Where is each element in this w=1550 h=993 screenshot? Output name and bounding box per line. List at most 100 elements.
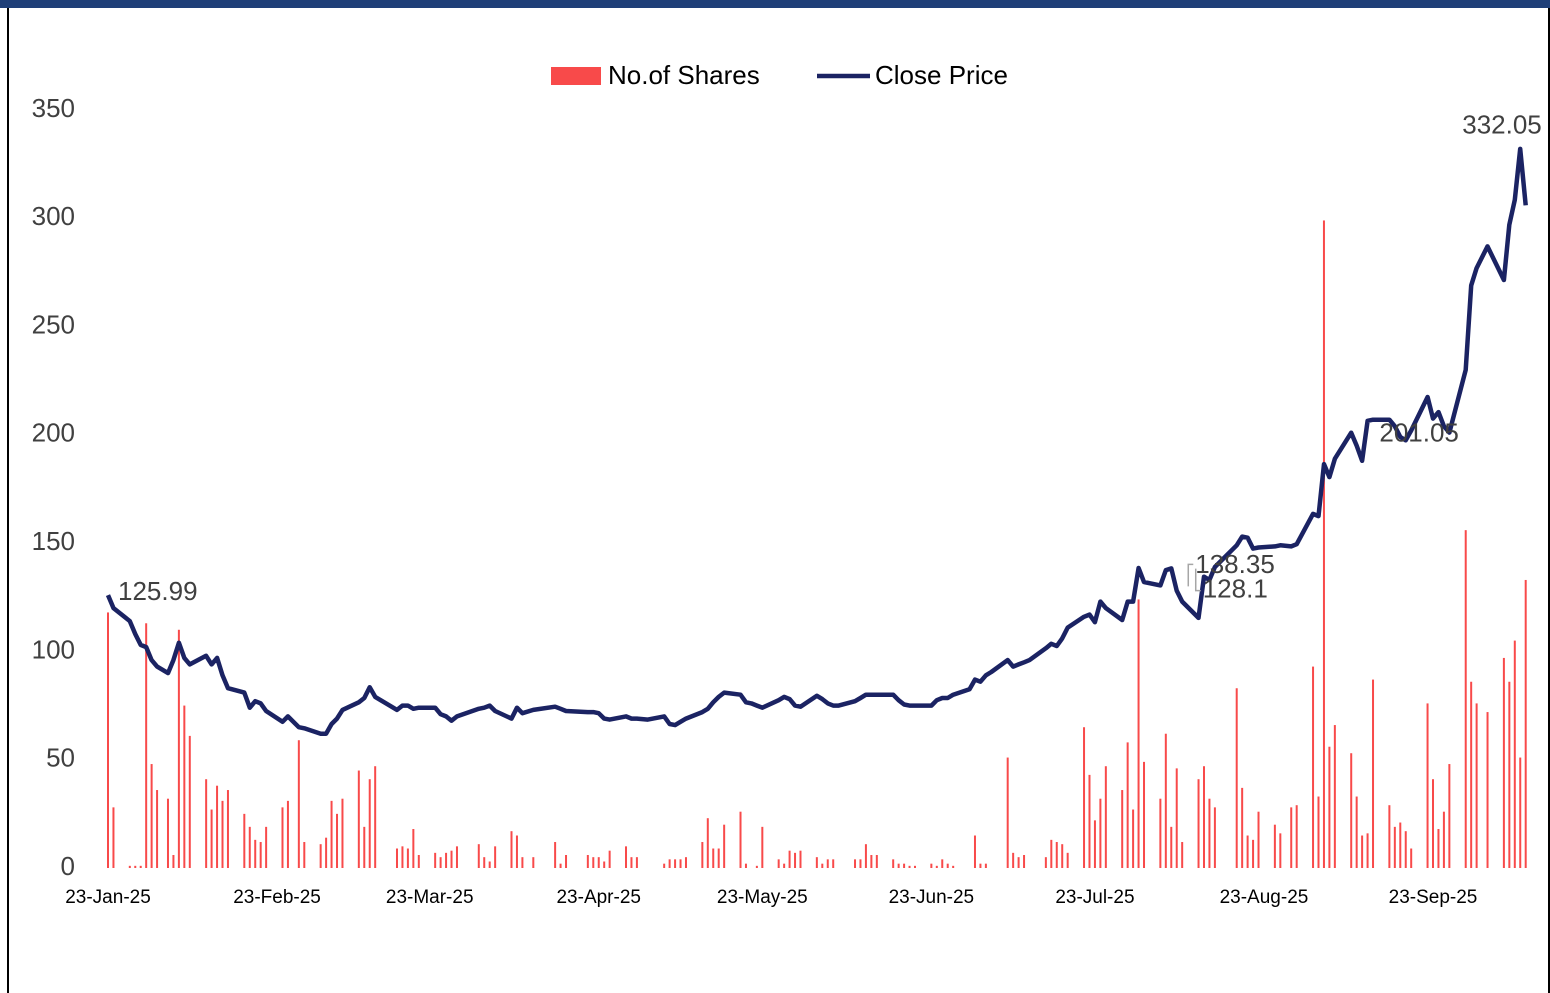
- volume-bar: [395, 848, 398, 868]
- volume-bar: [870, 855, 873, 868]
- volume-bar: [1355, 796, 1358, 868]
- volume-bar: [357, 770, 360, 868]
- volume-bar: [559, 863, 562, 868]
- volume-bar: [854, 859, 857, 868]
- volume-bar: [1104, 766, 1107, 868]
- volume-bar: [1066, 852, 1069, 868]
- volume-bar: [1273, 824, 1276, 868]
- volume-bar: [668, 859, 671, 868]
- volume-bar: [788, 850, 791, 868]
- volume-bar: [1279, 833, 1282, 868]
- y-tick-label: 250: [32, 309, 75, 339]
- volume-bar: [216, 785, 219, 868]
- volume-bar: [128, 865, 131, 868]
- leader-line: [1187, 563, 1194, 587]
- x-tick-label: 23-Jan-25: [65, 887, 151, 908]
- volume-bar: [1524, 579, 1527, 868]
- legend-label: No.of Shares: [608, 60, 760, 90]
- volume-bar: [183, 705, 186, 868]
- x-tick-label: 23-Mar-25: [386, 887, 474, 908]
- volume-bar: [717, 848, 720, 868]
- volume-bar: [897, 863, 900, 868]
- volume-bar: [221, 800, 224, 868]
- y-tick-label: 0: [61, 851, 75, 881]
- x-tick-label: 23-Feb-25: [233, 887, 321, 908]
- volume-bar: [1295, 805, 1298, 868]
- volume-bar: [597, 857, 600, 868]
- volume-bar: [630, 857, 633, 868]
- y-tick-label: 150: [32, 526, 75, 556]
- volume-bar: [586, 855, 589, 868]
- volume-bar: [821, 863, 824, 868]
- volume-bar: [1404, 831, 1407, 868]
- leader-line: [1194, 568, 1201, 592]
- volume-bar: [107, 612, 109, 868]
- volume-bar: [205, 779, 208, 868]
- volume-bar: [336, 813, 339, 868]
- x-tick-label: 23-Aug-25: [1220, 887, 1309, 908]
- x-tick-label: 23-May-25: [717, 887, 808, 908]
- volume-bar: [744, 863, 747, 868]
- volume-bar: [259, 842, 262, 868]
- volume-bar: [1508, 681, 1511, 868]
- volume-bar: [439, 857, 442, 868]
- volume-bar: [1486, 712, 1489, 868]
- volume-bar: [635, 857, 638, 868]
- volume-bar: [701, 842, 704, 868]
- volume-bar: [1175, 768, 1178, 868]
- volume-bar: [226, 790, 229, 868]
- volume-bar: [799, 850, 802, 868]
- volume-bar: [1519, 757, 1522, 868]
- volume-bar: [712, 848, 715, 868]
- volume-bar: [412, 829, 415, 868]
- volume-bar: [1099, 798, 1102, 868]
- data-label: 125.99: [118, 576, 198, 606]
- volume-bar: [1328, 746, 1331, 868]
- volume-bar: [1312, 666, 1315, 868]
- volume-bar: [1246, 835, 1249, 868]
- volume-bar: [1044, 857, 1047, 868]
- volume-bar: [1252, 839, 1255, 868]
- volume-bar: [1083, 727, 1086, 868]
- volume-bar: [455, 846, 458, 868]
- volume-bar: [1213, 807, 1216, 868]
- volume-bar: [134, 865, 137, 868]
- volume-bar: [952, 865, 955, 868]
- volume-bar: [450, 850, 453, 868]
- volume-bar: [1143, 761, 1146, 868]
- volume-bar: [608, 850, 611, 868]
- y-tick-label: 200: [32, 418, 75, 448]
- volume-bar: [706, 818, 709, 868]
- volume-bar: [417, 855, 420, 868]
- volume-bar: [1333, 725, 1336, 868]
- volume-bar: [908, 865, 911, 868]
- volume-bar: [1164, 733, 1167, 868]
- volume-bar: [1050, 839, 1053, 868]
- volume-bar: [374, 766, 377, 868]
- volume-bar: [777, 859, 780, 868]
- volume-bar: [1241, 787, 1244, 868]
- volume-bar: [832, 859, 835, 868]
- volume-bar: [1393, 826, 1396, 868]
- volume-bar: [1202, 766, 1205, 868]
- volume-bar: [1502, 657, 1505, 868]
- volume-bar: [979, 863, 982, 868]
- y-tick-label: 300: [32, 201, 75, 231]
- volume-bar: [603, 861, 606, 868]
- volume-bar: [826, 859, 829, 868]
- volume-bar: [1257, 811, 1260, 868]
- volume-bar: [1513, 640, 1516, 868]
- volume-bar: [483, 857, 486, 868]
- volume-bar: [1137, 599, 1140, 868]
- volume-bar: [281, 807, 284, 868]
- x-tick-label: 23-Sep-25: [1389, 887, 1478, 908]
- volume-bar: [1017, 857, 1020, 868]
- volume-bar: [286, 800, 289, 868]
- close-price-line: [105, 146, 1528, 736]
- volume-bar: [1388, 805, 1391, 868]
- volume-bar: [859, 859, 862, 868]
- volume-bar: [1006, 757, 1009, 868]
- volume-bar: [1475, 703, 1478, 868]
- x-tick-label: 23-Jun-25: [889, 887, 975, 908]
- volume-bar: [864, 844, 867, 868]
